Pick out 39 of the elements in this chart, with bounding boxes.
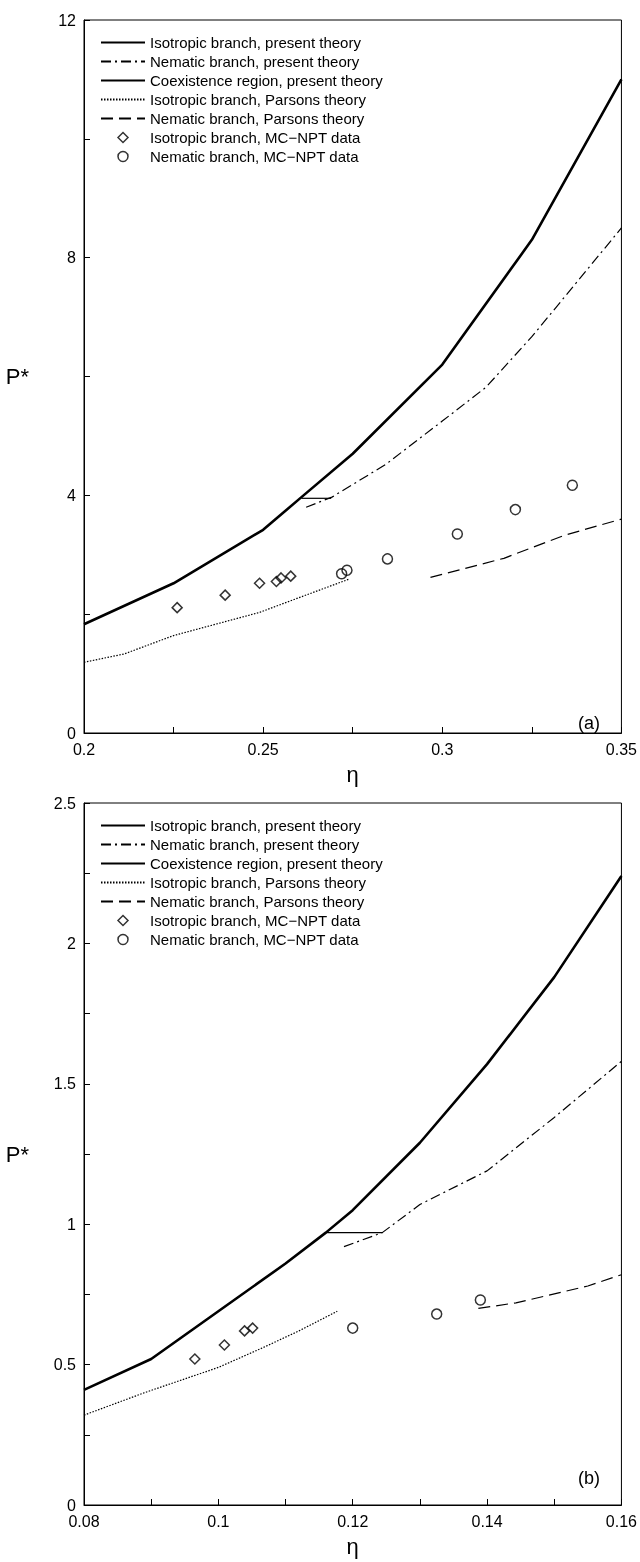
y-axis-title: P* [5, 364, 30, 389]
legend-label: Nematic branch, Parsons theory [150, 893, 365, 910]
y-tick-label: 0.5 [53, 1356, 77, 1374]
legend-label: Nematic branch, Parsons theory [150, 110, 365, 127]
y-tick-label: 0 [67, 724, 77, 742]
legend-label: Coexistence region, present theory [150, 72, 384, 89]
y-tick-label: 1 [67, 1215, 77, 1233]
y-axis-title: P* [5, 1141, 30, 1167]
legend-label: Nematic branch, present theory [150, 53, 360, 70]
x-tick-label: 0.08 [68, 1512, 100, 1530]
y-tick-label: 2.5 [53, 794, 77, 812]
y-tick-label: 12 [58, 11, 77, 29]
x-axis-title: η [346, 761, 359, 787]
annotation: (b) [578, 1468, 600, 1488]
x-tick-label: 0.1 [207, 1512, 230, 1530]
legend-label: Isotropic branch, Parsons theory [150, 91, 367, 108]
legend-label: Nematic branch, MC−NPT data [150, 148, 360, 165]
y-tick-label: 2 [67, 934, 77, 952]
y-tick-label: 0 [67, 1496, 77, 1514]
x-tick-label: 0.12 [337, 1512, 369, 1530]
legend-label: Isotropic branch, MC−NPT data [150, 912, 361, 929]
legend-label: Isotropic branch, present theory [150, 34, 362, 51]
x-tick-label: 0.14 [471, 1512, 503, 1530]
legend-label: Coexistence region, present theory [150, 855, 384, 872]
x-tick-label: 0.2 [72, 740, 96, 758]
y-tick-label: 4 [67, 486, 77, 504]
x-tick-label: 0.35 [605, 740, 638, 758]
legend-label: Nematic branch, MC−NPT data [150, 931, 360, 948]
legend-label: Isotropic branch, present theory [150, 817, 362, 834]
annotation: (a) [578, 713, 600, 733]
y-tick-label: 1.5 [53, 1075, 77, 1093]
legend-label: Isotropic branch, MC−NPT data [150, 129, 361, 146]
x-axis-title: η [346, 1533, 359, 1559]
x-tick-label: 0.25 [247, 740, 279, 758]
x-tick-label: 0.16 [605, 1512, 638, 1530]
x-tick-label: 0.3 [431, 740, 454, 758]
y-tick-label: 8 [67, 249, 77, 267]
legend-label: Isotropic branch, Parsons theory [150, 874, 367, 891]
legend-label: Nematic branch, present theory [150, 836, 360, 853]
